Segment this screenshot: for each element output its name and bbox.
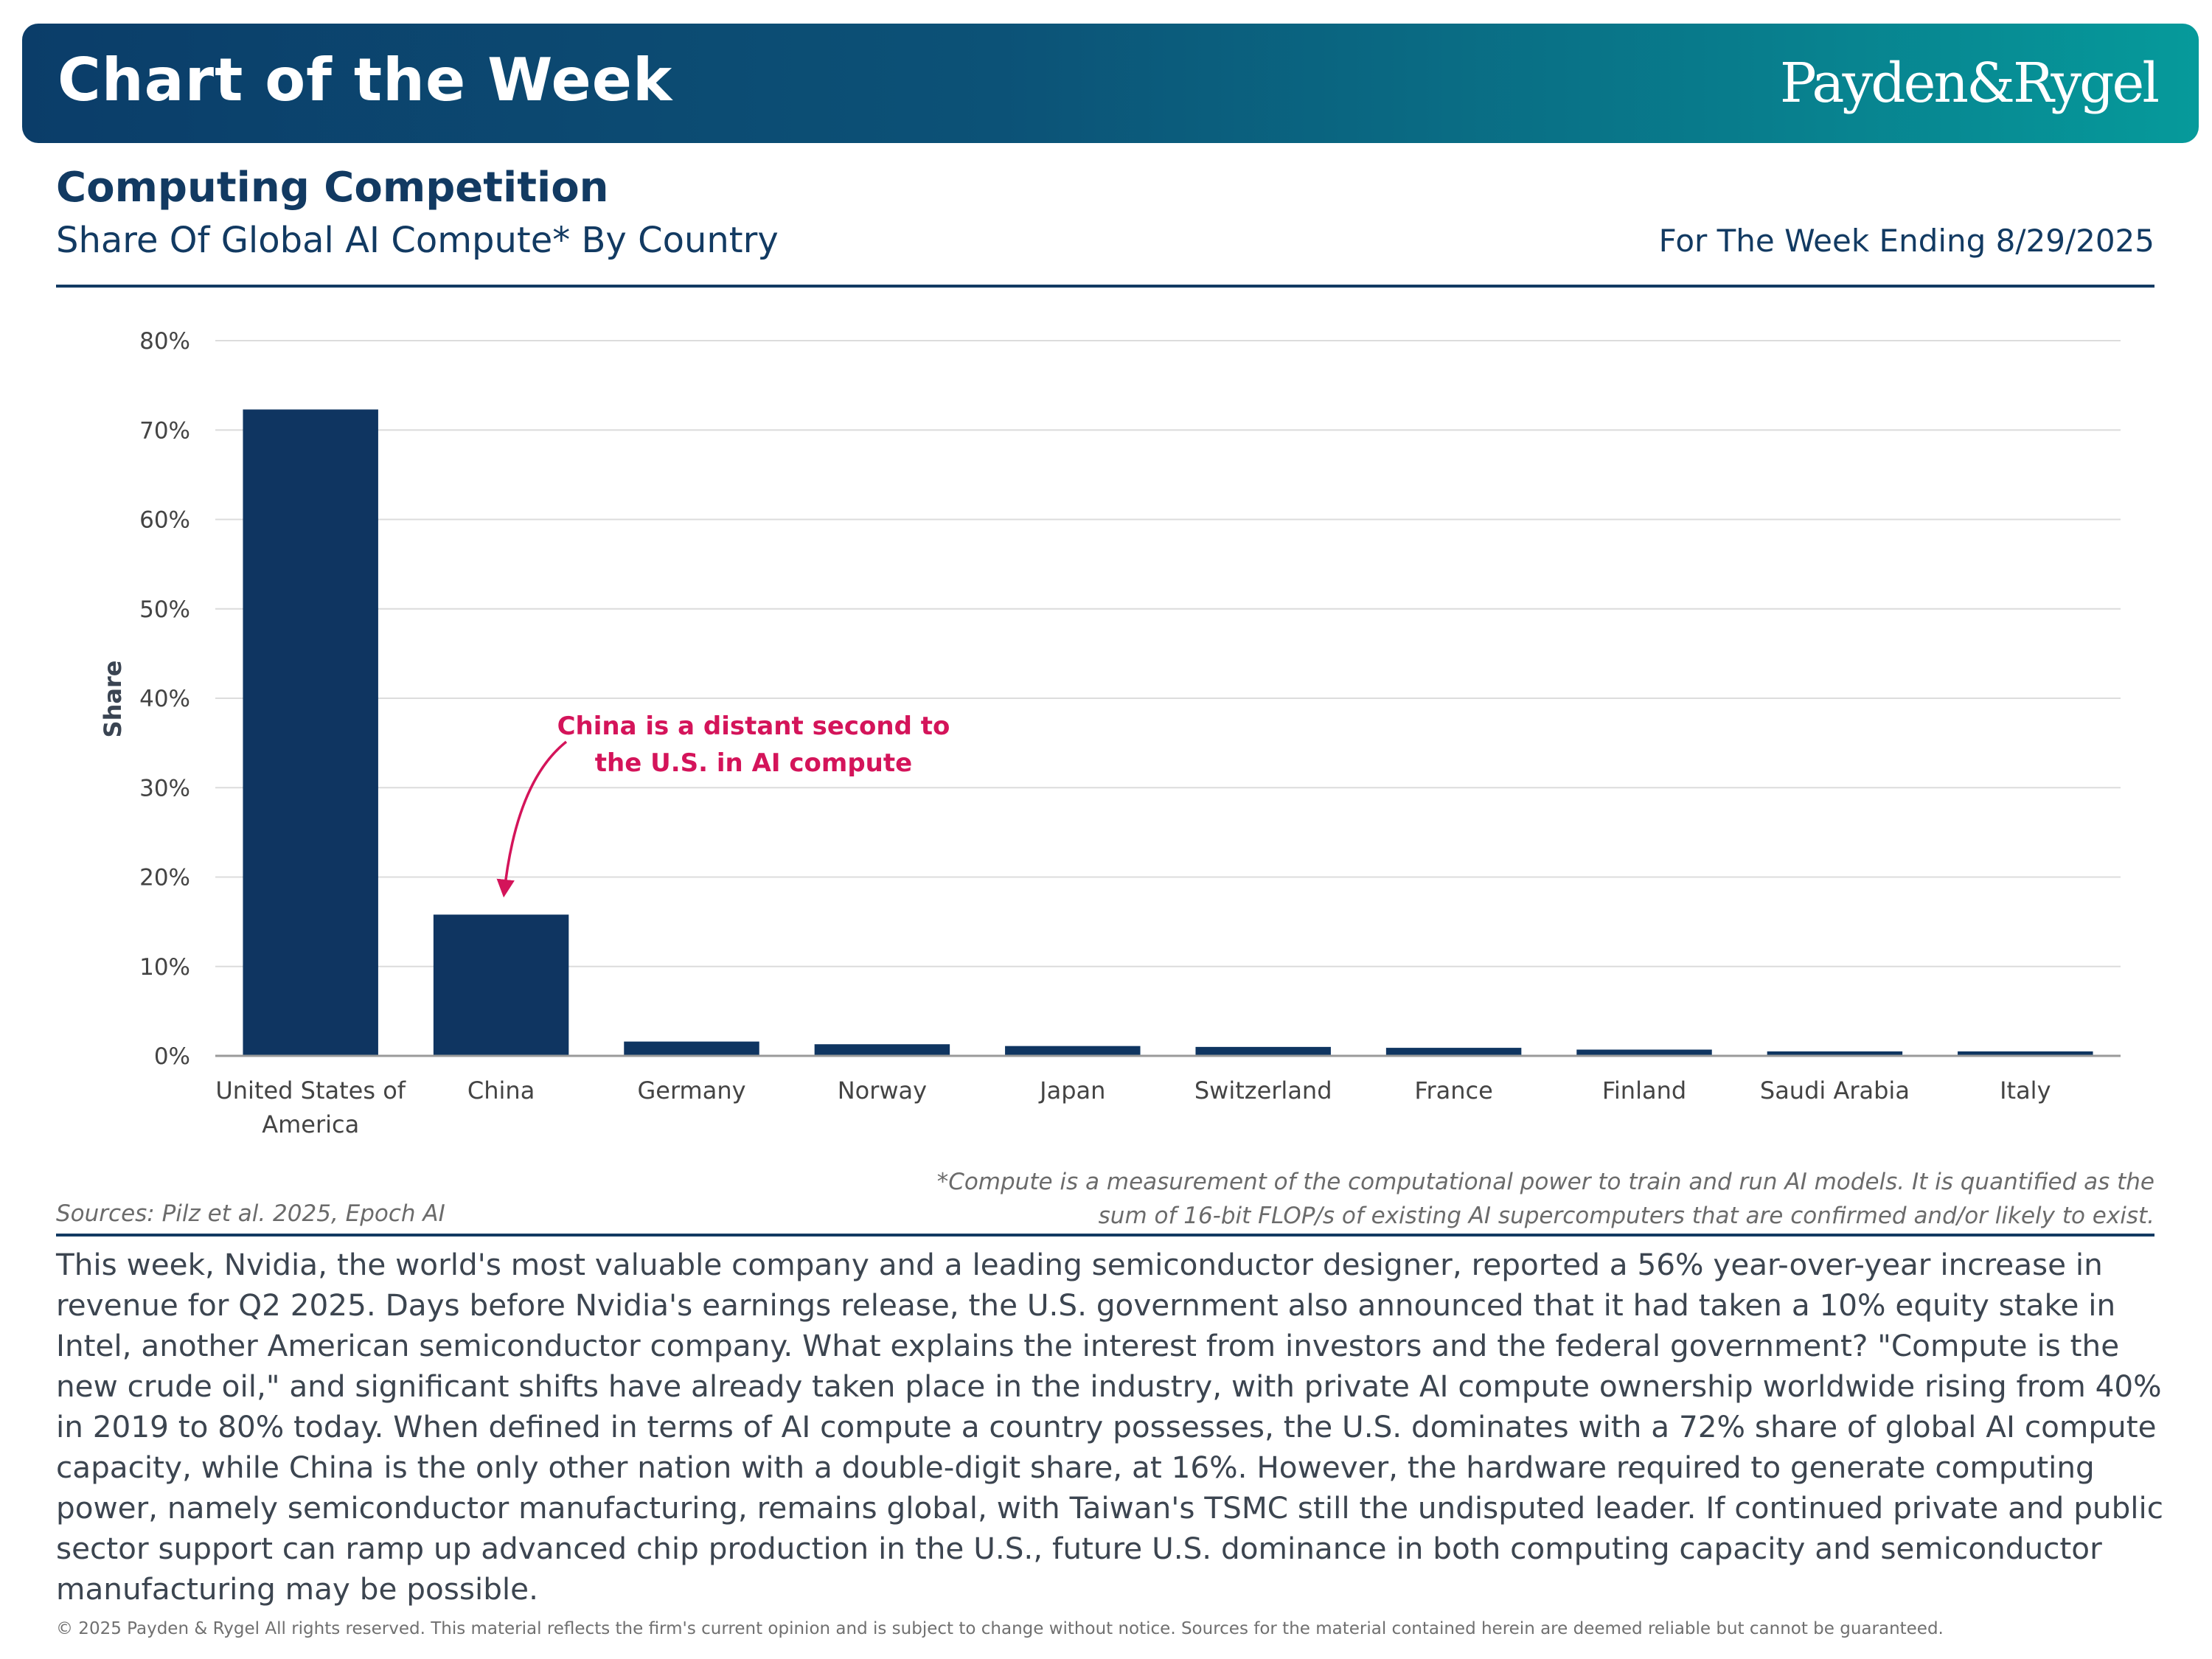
bar-7: [1576, 1049, 1712, 1056]
bar-2: [624, 1041, 759, 1056]
y-tick-label: 30%: [139, 775, 190, 801]
bar-chart: 0% 10% 20% 30% 40% 50% 60% 70% 80% Share United S…: [99, 328, 2121, 1138]
x-tick-label: America: [262, 1110, 359, 1138]
y-tick-label: 10%: [139, 954, 190, 981]
annotation-arrow: [496, 740, 568, 898]
x-tick-label: Saudi Arabia: [1760, 1077, 1910, 1105]
bar-8: [1767, 1051, 1903, 1056]
x-tick-label: France: [1414, 1077, 1492, 1105]
header-divider: [56, 285, 2154, 288]
y-tick-label: 40%: [139, 686, 190, 712]
y-tick-label: 60%: [139, 507, 190, 534]
bar-1: [433, 914, 569, 1056]
y-tick-label: 50%: [139, 597, 190, 623]
banner-title: Chart of the Week: [58, 46, 673, 114]
y-tick-label: 20%: [139, 865, 190, 891]
section-divider: [56, 1234, 2154, 1237]
compute-footnote: *Compute is a measurement of the computa…: [936, 1169, 2154, 1229]
x-tick-label: Italy: [2000, 1077, 2051, 1105]
x-tick-label: Finland: [1602, 1077, 1686, 1105]
bar-9: [1958, 1051, 2093, 1056]
annotation-text: China is a distant second to: [557, 712, 950, 741]
sources-note: Sources: Pilz et al. 2025, Epoch AI: [56, 1200, 445, 1227]
chart-subtitle: Share Of Global AI Compute* By Country: [56, 220, 779, 261]
bar-4: [1005, 1046, 1141, 1056]
week-ending-date: For The Week Ending 8/29/2025: [1658, 223, 2154, 259]
x-tick-label: Japan: [1038, 1077, 1105, 1105]
x-tick-label: Switzerland: [1194, 1077, 1332, 1105]
chart-title: Computing Competition: [56, 164, 609, 212]
bar-6: [1385, 1048, 1522, 1056]
commentary-paragraph: This week, Nvidia, the world's most valu…: [56, 1247, 2164, 1607]
bar-3: [814, 1044, 950, 1056]
annotation-text: the U.S. in AI compute: [595, 748, 912, 778]
y-axis-label: Share: [99, 661, 127, 738]
x-tick-label: Norway: [838, 1077, 927, 1105]
y-tick-label: 0%: [154, 1043, 190, 1070]
y-tick-label: 80%: [139, 328, 190, 355]
copyright-notice: © 2025 Payden & Rygel All rights reserve…: [56, 1619, 1944, 1638]
x-tick-label: China: [467, 1077, 535, 1105]
bar-5: [1195, 1046, 1331, 1056]
company-logo: Payden&Rygel: [1779, 52, 2160, 115]
x-tick-label: Germany: [637, 1077, 745, 1105]
x-tick-label: United States of: [215, 1077, 406, 1105]
bar-0: [243, 409, 378, 1056]
header-banner: Chart of the Week Payden&Rygel: [22, 24, 2199, 143]
y-tick-label: 70%: [139, 417, 190, 444]
